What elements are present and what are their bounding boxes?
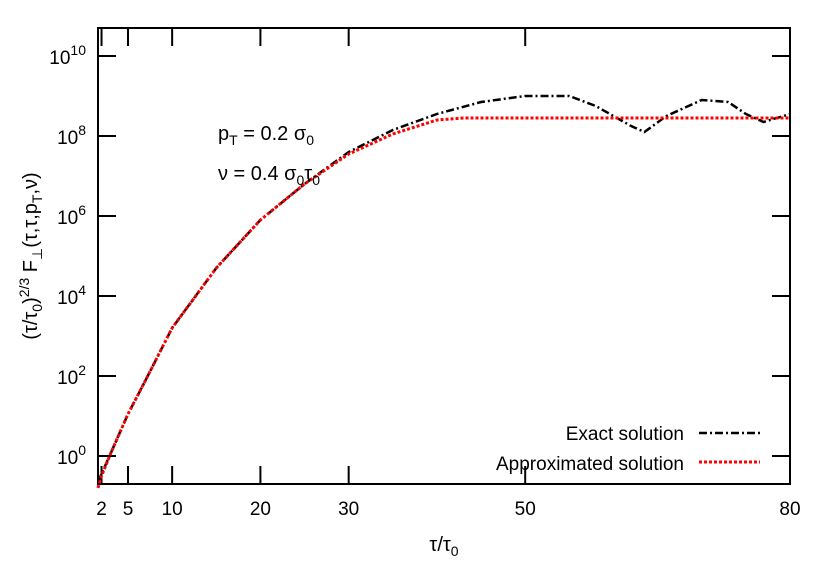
y-tick-base: 10	[57, 368, 78, 389]
x-tick-label: 5	[123, 499, 134, 520]
y-tick-exponent: 2	[78, 362, 86, 378]
plot-frame	[97, 27, 791, 485]
y-tick-base: 10	[57, 208, 78, 229]
y-tick-base: 10	[57, 128, 78, 149]
x-tick-label: 2	[96, 499, 107, 520]
y-tick-label: 102	[57, 362, 86, 389]
series-line-exact	[96, 94, 791, 483]
x-tick-label: 10	[162, 499, 183, 520]
x-tick-label: 30	[338, 499, 359, 520]
legend: Exact solution Approximated solution	[496, 424, 760, 475]
y-tick-exponent: 6	[78, 202, 86, 218]
x-tick-label: 20	[250, 499, 271, 520]
y-tick-base: 10	[57, 448, 78, 469]
y-tick-exponent: 8	[78, 122, 86, 138]
annotation-pt: pT = 0.2 σ0	[218, 123, 314, 148]
y-tick-exponent: 4	[78, 282, 86, 298]
y-tick-label: 106	[57, 202, 86, 229]
series-line-approx	[96, 116, 790, 489]
series-layer	[96, 94, 791, 489]
y-tick-base: 10	[57, 288, 78, 309]
y-tick-exponent: 10	[70, 42, 86, 58]
x-tick-label: 50	[515, 499, 536, 520]
legend-label-exact: Exact solution	[566, 424, 684, 445]
annotation-nu: ν = 0.4 σ0τ0	[218, 163, 320, 188]
y-tick-label: 104	[57, 282, 86, 309]
legend-label-approx: Approximated solution	[496, 454, 684, 475]
y-axis-label: (τ/τ0)2/3 F⊥(τ,τ,pT,ν)	[16, 172, 45, 339]
y-tick-base: 10	[49, 48, 70, 69]
y-tick-exponent: 0	[78, 442, 86, 458]
x-axis-label: τ/τ0	[429, 534, 458, 559]
y-tick-label: 100	[57, 442, 86, 469]
x-tick-label: 80	[779, 499, 800, 520]
y-tick-label: 108	[57, 122, 86, 149]
y-tick-label: 1010	[49, 42, 86, 69]
